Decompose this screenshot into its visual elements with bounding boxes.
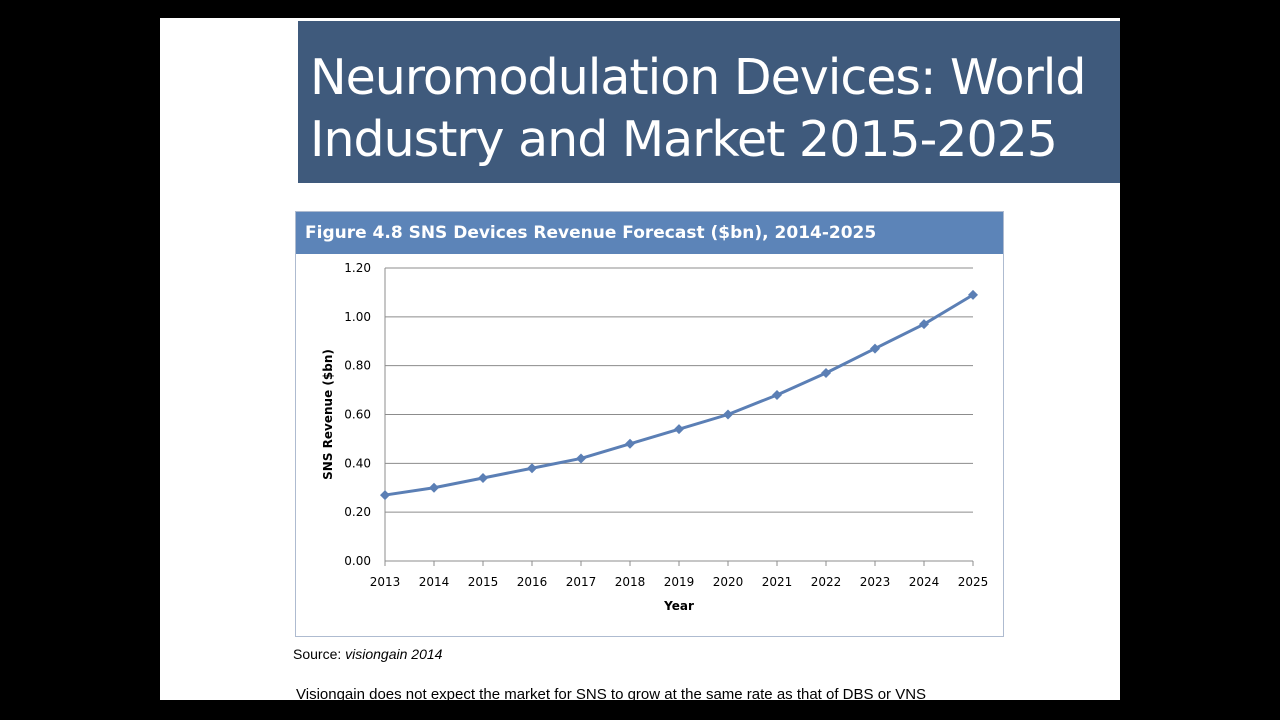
body-text: Visiongain does not expect the market fo… <box>296 686 927 700</box>
x-tick-label: 2021 <box>762 575 793 589</box>
data-point <box>870 343 880 354</box>
title-banner: Neuromodulation Devices: World Industry … <box>298 21 1120 183</box>
x-axis-title: Year <box>663 599 694 613</box>
x-tick-label: 2020 <box>713 575 744 589</box>
x-tick-label: 2019 <box>664 575 695 589</box>
x-tick-label: 2022 <box>811 575 842 589</box>
data-point <box>625 438 635 449</box>
x-tick-label: 2025 <box>958 575 989 589</box>
x-tick-label: 2024 <box>909 575 940 589</box>
y-tick-label: 0.60 <box>344 408 371 422</box>
data-point <box>723 409 733 420</box>
data-point <box>380 490 390 501</box>
figure-header: Figure 4.8 SNS Devices Revenue Forecast … <box>296 212 1003 254</box>
x-tick-label: 2023 <box>860 575 891 589</box>
revenue-line-chart: 0.00 0.20 0.40 0.60 0.80 1.00 1.20 2013 2014 2015… <box>321 261 989 613</box>
data-point <box>821 367 831 378</box>
x-tick-label: 2016 <box>517 575 548 589</box>
data-point <box>478 472 488 483</box>
source-line: Source: visiongain 2014 <box>293 646 442 662</box>
source-value: visiongain 2014 <box>345 646 443 662</box>
y-tick-label: 1.00 <box>344 310 371 324</box>
x-tick-label: 2018 <box>615 575 646 589</box>
slide: Neuromodulation Devices: World Industry … <box>160 18 1120 700</box>
y-axis-title: SNS Revenue ($bn) <box>321 349 335 480</box>
data-point <box>674 424 684 435</box>
slide-title: Neuromodulation Devices: World Industry … <box>310 49 1086 168</box>
x-tick-label: 2013 <box>370 575 401 589</box>
x-tick-label: 2014 <box>419 575 450 589</box>
y-tick-label: 0.00 <box>344 554 371 568</box>
source-label: Source: <box>293 646 342 662</box>
y-tick-label: 1.20 <box>344 261 371 275</box>
x-tick-label: 2015 <box>468 575 499 589</box>
data-point <box>968 289 978 300</box>
data-point <box>527 463 537 474</box>
figure-title: Figure 4.8 SNS Devices Revenue Forecast … <box>305 223 877 243</box>
figure-box: Figure 4.8 SNS Devices Revenue Forecast … <box>295 211 1004 637</box>
y-tick-label: 0.40 <box>344 456 371 470</box>
series-line <box>384 293 974 497</box>
y-tick-label: 0.20 <box>344 505 371 519</box>
data-point <box>429 482 439 493</box>
data-point <box>772 389 782 400</box>
y-tick-label: 0.80 <box>344 359 371 373</box>
data-point <box>576 453 586 464</box>
x-tick-label: 2017 <box>566 575 597 589</box>
data-point <box>919 319 929 330</box>
